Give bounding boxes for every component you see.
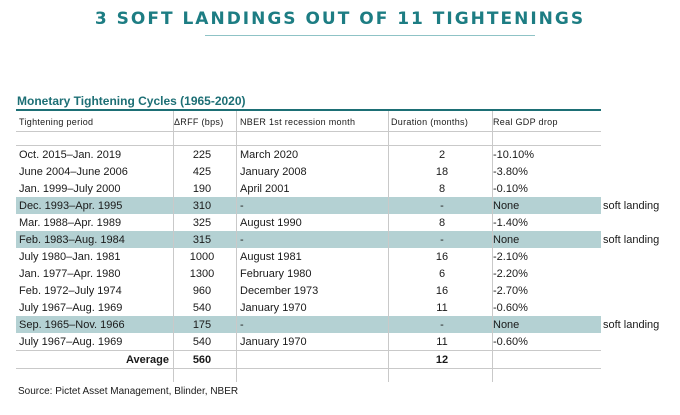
cell-duration: 16 xyxy=(435,251,449,263)
cell-gdp-drop: None xyxy=(493,234,520,246)
cell-gdp-drop: None xyxy=(493,200,520,212)
cell-duration: 18 xyxy=(435,166,449,178)
table-row: July 1967–Aug. 1969 540 January 1970 11 -0.6… xyxy=(16,333,601,350)
header-gdp-drop: Real GDP drop xyxy=(493,117,558,127)
average-duration: 12 xyxy=(435,354,449,366)
cell-recession: January 2008 xyxy=(240,166,307,178)
table-row: Oct. 2015–Jan. 2019 225 March 2020 2 -10.10% xyxy=(16,146,601,163)
cell-duration: 8 xyxy=(438,217,446,229)
cell-rff: 310 xyxy=(192,200,212,212)
cell-period: Dec. 1993–Apr. 1995 xyxy=(19,200,123,212)
cell-rff: 190 xyxy=(192,183,212,195)
header-duration: Duration (months) xyxy=(391,117,469,127)
column-divider xyxy=(388,111,389,382)
soft-landing-note: soft landing xyxy=(603,200,660,212)
average-rff: 560 xyxy=(192,354,212,366)
cell-rff: 425 xyxy=(192,166,212,178)
cell-duration: - xyxy=(440,234,444,246)
cell-period: July 1980–Jan. 1981 xyxy=(19,251,121,263)
table-row-soft-landing: Feb. 1983–Aug. 1984 315 - - None soft landing xyxy=(16,231,659,248)
cell-rff: 325 xyxy=(192,217,212,229)
table-row: Mar. 1988–Apr. 1989 325 August 1990 8 -1.40% xyxy=(16,214,601,231)
page-title: 3 SOFT LANDINGS OUT OF 11 TIGHTENINGS xyxy=(94,9,586,29)
table-average-row: Average 560 12 xyxy=(16,350,601,368)
cell-rff: 960 xyxy=(192,285,212,297)
table-row-soft-landing: Sep. 1965–Nov. 1966 175 - - None soft landing xyxy=(16,316,659,333)
cell-rff: 315 xyxy=(192,234,212,246)
cell-period: July 1967–Aug. 1969 xyxy=(19,302,123,314)
cell-recession: - xyxy=(240,234,244,246)
table-row: Feb. 1972–July 1974 960 December 1973 16 -2.… xyxy=(16,282,601,299)
cell-gdp-drop: -0.60% xyxy=(493,336,528,348)
table-header-row: Tightening period ΔRFF (bps) NBER 1st re… xyxy=(16,111,601,132)
soft-landing-note: soft landing xyxy=(603,319,660,331)
column-divider xyxy=(173,111,174,382)
cell-period: Feb. 1983–Aug. 1984 xyxy=(19,234,125,246)
cell-duration: 6 xyxy=(438,268,446,280)
cell-gdp-drop: -2.10% xyxy=(493,251,528,263)
title-underline xyxy=(205,35,535,36)
cell-period: Jan. 1977–Apr. 1980 xyxy=(19,268,121,280)
cell-period: Oct. 2015–Jan. 2019 xyxy=(19,149,122,161)
cell-duration: 11 xyxy=(436,302,448,314)
table-top-rule xyxy=(16,109,601,111)
cell-period: Feb. 1972–July 1974 xyxy=(19,285,122,297)
header-rff: ΔRFF (bps) xyxy=(174,117,224,127)
cell-period: July 1967–Aug. 1969 xyxy=(19,336,123,348)
table-spacer-row xyxy=(16,132,601,146)
column-divider xyxy=(236,111,237,382)
cell-recession: February 1980 xyxy=(240,268,312,280)
cell-period: Sep. 1965–Nov. 1966 xyxy=(19,319,125,331)
table-row-soft-landing: Dec. 1993–Apr. 1995 310 - - None soft landing xyxy=(16,197,659,214)
cell-recession: - xyxy=(240,200,244,212)
tightening-table: Tightening period ΔRFF (bps) NBER 1st re… xyxy=(16,109,659,382)
table-row: Jan. 1999–July 2000 190 April 2001 8 -0.10% xyxy=(16,180,601,197)
cell-duration: - xyxy=(440,200,444,212)
cell-recession: January 1970 xyxy=(240,302,307,314)
table-row: June 2004–June 2006 425 January 2008 18 -3.8… xyxy=(16,163,601,180)
cell-period: June 2004–June 2006 xyxy=(19,166,128,178)
source-note: Source: Pictet Asset Management, Blinder… xyxy=(18,386,239,397)
cell-gdp-drop: -1.40% xyxy=(493,217,528,229)
cell-period: Jan. 1999–July 2000 xyxy=(19,183,121,195)
header-tightening-period: Tightening period xyxy=(19,117,94,127)
cell-recession: August 1990 xyxy=(240,217,302,229)
table-bottom-rule xyxy=(16,368,601,369)
cell-rff: 540 xyxy=(192,336,212,348)
cell-duration: 16 xyxy=(435,285,449,297)
cell-rff: 225 xyxy=(192,149,212,161)
cell-gdp-drop: -0.10% xyxy=(493,183,528,195)
average-label: Average xyxy=(126,354,170,366)
cell-gdp-drop: -10.10% xyxy=(493,149,534,161)
cell-gdp-drop: -3.80% xyxy=(493,166,528,178)
cell-gdp-drop: -2.20% xyxy=(493,268,528,280)
cell-period: Mar. 1988–Apr. 1989 xyxy=(19,217,122,229)
cell-rff: 1000 xyxy=(189,251,215,263)
cell-recession: - xyxy=(240,319,244,331)
cell-rff: 540 xyxy=(192,302,212,314)
cell-duration: 11 xyxy=(436,336,448,348)
cell-rff: 175 xyxy=(192,319,212,331)
cell-recession: March 2020 xyxy=(240,149,299,161)
cell-recession: January 1970 xyxy=(240,336,307,348)
cell-gdp-drop: -2.70% xyxy=(493,285,528,297)
header-nber-recession: NBER 1st recession month xyxy=(240,117,356,127)
cell-recession: April 2001 xyxy=(240,183,290,195)
column-divider xyxy=(492,111,493,382)
table-row: Jan. 1977–Apr. 1980 1300 February 1980 6 -2.… xyxy=(16,265,601,282)
cell-rff: 1300 xyxy=(189,268,215,280)
cell-duration: - xyxy=(440,319,444,331)
cell-gdp-drop: -0.60% xyxy=(493,302,528,314)
cell-recession: December 1973 xyxy=(240,285,319,297)
table-body: Oct. 2015–Jan. 2019 225 March 2020 2 -10.10%… xyxy=(16,146,659,350)
soft-landing-note: soft landing xyxy=(603,234,660,246)
cell-duration: 8 xyxy=(438,183,446,195)
cell-gdp-drop: None xyxy=(493,319,520,331)
table-row: July 1980–Jan. 1981 1000 August 1981 16 -2.1… xyxy=(16,248,601,265)
table-title: Monetary Tightening Cycles (1965-2020) xyxy=(17,94,246,108)
cell-recession: August 1981 xyxy=(240,251,302,263)
cell-duration: 2 xyxy=(438,149,446,161)
table-row: July 1967–Aug. 1969 540 January 1970 11 -0.6… xyxy=(16,299,601,316)
